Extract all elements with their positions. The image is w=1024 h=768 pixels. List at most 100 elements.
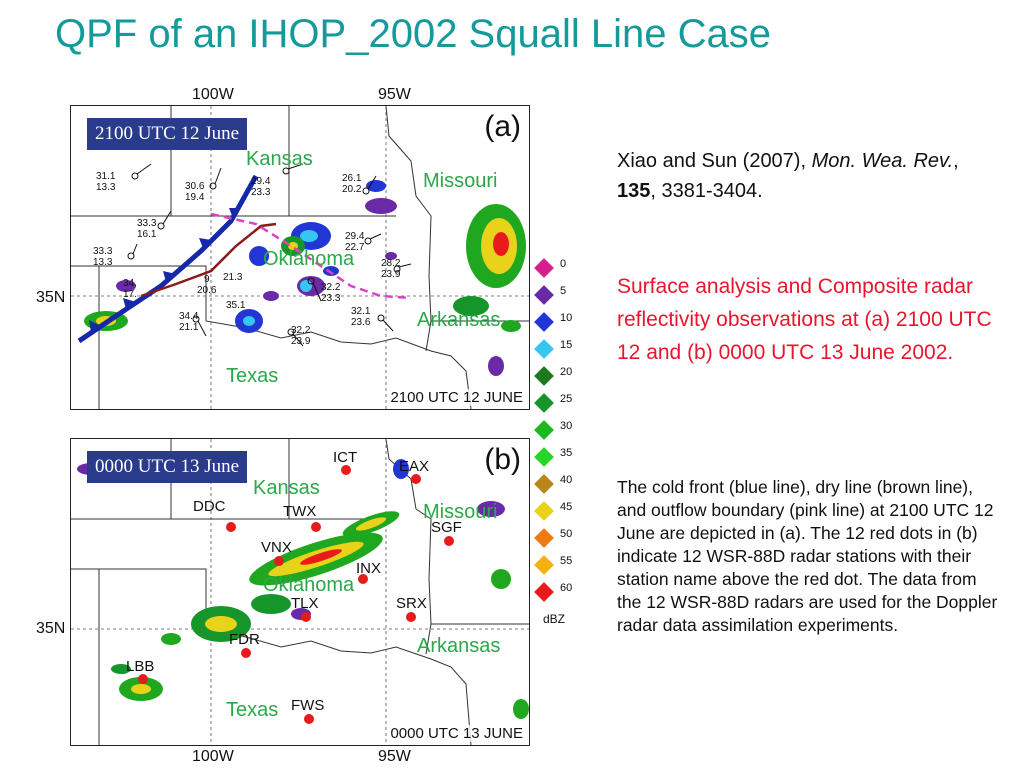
legend-value: 35 xyxy=(560,447,573,459)
obs-value: 26.1 20.2 xyxy=(342,173,362,195)
citation-authors: Xiao and Sun (2007), xyxy=(617,150,812,172)
legend-level-30: 30 xyxy=(533,420,573,446)
figure-summary: Surface analysis and Composite radar ref… xyxy=(617,275,992,364)
obs-value: 31.1 13.3 xyxy=(96,171,116,193)
legend-level-5: 5 xyxy=(533,285,573,311)
obs-value: 34.4 21.1 xyxy=(179,311,199,333)
panel-a-letter: (a) xyxy=(484,110,521,143)
obs-value: 32.2 23.3 xyxy=(321,282,341,304)
legend-swatch xyxy=(534,339,554,359)
station-label-tlx: TLX xyxy=(291,595,319,612)
legend-swatch xyxy=(534,528,554,548)
lon-label-95w-bottom: 95W xyxy=(378,748,411,765)
state-label-missouri-b: Missouri xyxy=(423,501,498,523)
state-label-arkansas-a: Arkansas xyxy=(417,309,501,331)
legend-swatch xyxy=(534,366,554,386)
legend-swatch xyxy=(534,393,554,413)
obs-value: 28.2 23.9 xyxy=(381,258,401,280)
citation-pages: , 3381-3404. xyxy=(650,180,763,202)
obs-value: 33.3 13.3 xyxy=(93,246,113,268)
obs-value: 21.3 xyxy=(223,272,243,283)
state-label-texas-b: Texas xyxy=(226,699,279,721)
lon-label-100w-top: 100W xyxy=(192,86,234,103)
lon-label-95w-top: 95W xyxy=(378,86,411,103)
legend-swatch xyxy=(534,285,554,305)
legend-swatch xyxy=(534,258,554,278)
legend-value: 60 xyxy=(560,582,573,594)
station-label-vnx: VNX xyxy=(261,539,292,556)
legend-level-55: 55 xyxy=(533,555,573,581)
legend-swatch xyxy=(534,582,554,602)
legend-level-50: 50 xyxy=(533,528,573,554)
page-title: QPF of an IHOP_2002 Squall Line Case xyxy=(55,12,771,56)
legend-value: 45 xyxy=(560,501,573,513)
legend-value: 50 xyxy=(560,528,573,540)
panel-b-time-badge: 0000 UTC 13 June xyxy=(87,451,248,483)
station-label-inx: INX xyxy=(356,560,382,577)
legend-level-25: 25 xyxy=(533,393,573,419)
dry-line xyxy=(140,222,277,298)
legend-value: 40 xyxy=(560,474,573,486)
panel-b-basemap xyxy=(71,439,529,745)
state-label-oklahoma-a: Oklahoma xyxy=(263,248,355,270)
lat-label-35n-a: 35N xyxy=(36,289,66,306)
station-label-twx: TWX xyxy=(283,503,317,520)
station-label-lbb: LBB xyxy=(126,658,155,675)
state-label-kansas-b: Kansas xyxy=(253,477,320,499)
citation: Xiao and Sun (2007), Mon. Wea. Rev., 135… xyxy=(617,146,997,206)
legend-swatch xyxy=(534,447,554,467)
legend-level-20: 20 xyxy=(533,366,573,392)
legend-unit: dBZ xyxy=(543,612,566,626)
cold-front-barbs xyxy=(89,208,241,332)
legend-value: 25 xyxy=(560,393,573,405)
station-label-sgf: SGF xyxy=(431,519,462,536)
lat-label-35n-b: 35N xyxy=(36,620,66,637)
surface-obs-barbs xyxy=(127,163,412,347)
legend-value: 30 xyxy=(560,420,573,432)
panel-a-time-badge: 2100 UTC 12 June xyxy=(87,118,248,150)
state-label-kansas-a: Kansas xyxy=(246,148,313,170)
station-label-fws: FWS xyxy=(291,697,325,714)
legend-swatch xyxy=(534,312,554,332)
station-label-ddc: DDC xyxy=(193,498,226,515)
station-label-eax: EAX xyxy=(399,458,430,475)
obs-value: 9 20.6 xyxy=(197,274,217,296)
panel-b-map: 0000 UTC 13 June (b) 0000 UTC 13 JUNE Ka… xyxy=(70,438,530,746)
legend-value: 55 xyxy=(560,555,573,567)
panel-a-basemap xyxy=(71,106,529,409)
figure-description: The cold front (blue line), dry line (br… xyxy=(617,477,998,635)
legend-value: 0 xyxy=(560,258,567,270)
citation-journal: Mon. Wea. Rev. xyxy=(811,150,954,172)
obs-value: 32.1 23.6 xyxy=(351,306,371,328)
radar-station-dots xyxy=(138,465,454,724)
station-label-fdr: FDR xyxy=(229,631,260,648)
legend-level-40: 40 xyxy=(533,474,573,500)
obs-value: 32.2 23.9 xyxy=(291,325,311,347)
legend-level-10: 10 xyxy=(533,312,573,338)
state-label-missouri-a: Missouri xyxy=(423,170,498,192)
legend-level-60: 60 xyxy=(533,582,573,608)
panel-b-radar-echoes xyxy=(77,459,529,719)
lon-label-100w-bottom: 100W xyxy=(192,748,234,765)
citation-sep: , xyxy=(953,150,959,172)
obs-value: 34. 17. xyxy=(123,278,137,300)
legend-value: 15 xyxy=(560,339,573,351)
citation-volume: 135 xyxy=(617,180,651,202)
legend-level-35: 35 xyxy=(533,447,573,473)
obs-value: 29.4 23.3 xyxy=(251,176,271,198)
station-label-ict: ICT xyxy=(333,449,358,466)
panel-b-letter: (b) xyxy=(484,443,521,476)
legend-level-15: 15 xyxy=(533,339,573,365)
obs-value: 33.3 16.1 xyxy=(137,218,157,240)
legend-swatch xyxy=(534,555,554,575)
legend-level-0: 0 xyxy=(533,258,573,284)
legend-swatch xyxy=(534,474,554,494)
outflow-boundary-line xyxy=(210,212,412,300)
obs-value: 29.4 22.7 xyxy=(345,231,365,253)
station-label-srx: SRX xyxy=(396,595,427,612)
legend-swatch xyxy=(534,501,554,521)
panel-a-time-stamp: 2100 UTC 12 JUNE xyxy=(390,389,523,406)
legend-value: 10 xyxy=(560,312,573,324)
state-label-texas-a: Texas xyxy=(226,365,279,387)
panel-a-map: 2100 UTC 12 June (a) 2100 UTC 12 JUNE Ka… xyxy=(70,105,530,410)
